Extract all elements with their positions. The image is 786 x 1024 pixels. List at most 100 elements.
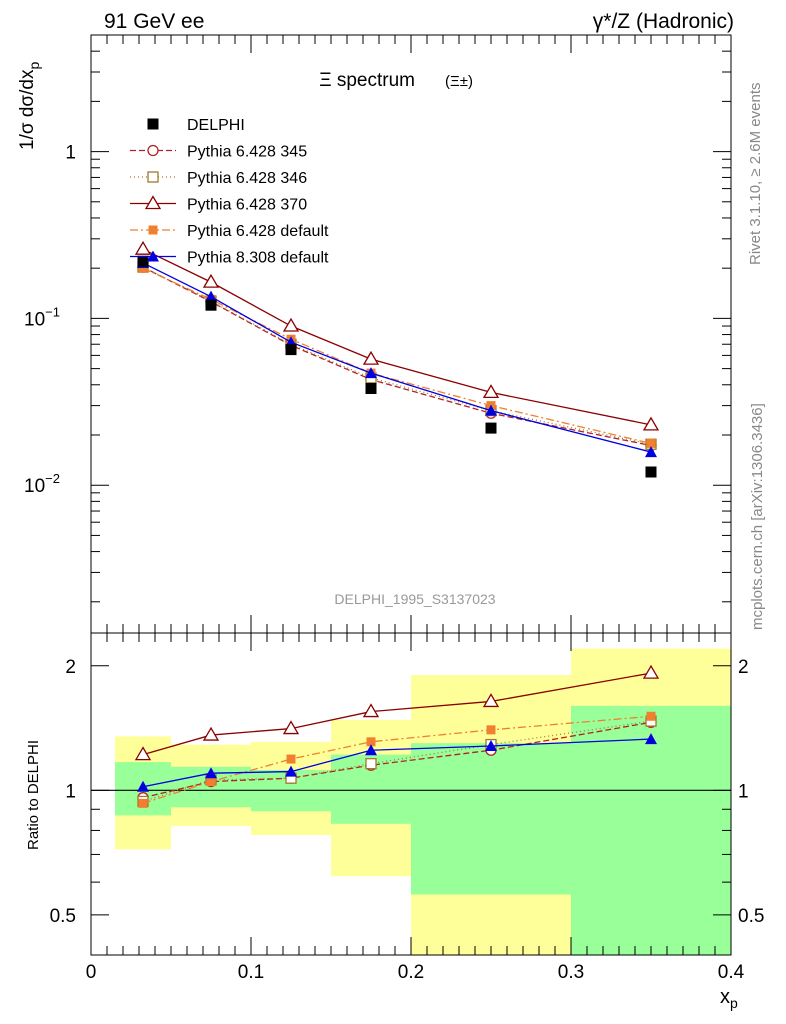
y-tick-label-base: 1: [65, 143, 76, 164]
ratio-tick-label-right: 1: [738, 781, 749, 802]
y-axis-label-main: 1/σ dσ/dx: [17, 69, 38, 150]
series-point: [485, 404, 497, 416]
ratio-y-axis-label: Ratio to DELPHI: [25, 740, 42, 850]
ratio-series-point: [362, 703, 380, 718]
ratio-tick-label-right: 0.5: [738, 906, 764, 927]
legend-marker: [147, 144, 159, 157]
ratio-ticks: 0.5 0.5 1 1 2 2: [50, 633, 764, 956]
x-axis-label: xp: [720, 986, 738, 1011]
x-axis: 0 0.1 0.2 0.3 0.4: [86, 962, 745, 983]
ratio-series-point: [645, 733, 657, 745]
legend-marker: [148, 225, 158, 235]
series-line: [142, 266, 652, 445]
main-series: [134, 240, 660, 478]
legend-marker: [147, 118, 159, 130]
series-point: [282, 317, 300, 332]
series-point: [482, 384, 500, 399]
data-point: [285, 344, 297, 356]
series-point: [645, 446, 657, 458]
ratio-series-point: [286, 754, 296, 764]
legend-label: Pythia 6.428 370: [187, 197, 307, 214]
chart-title-suffix: (Ξ±): [445, 73, 473, 90]
ratio-tick-label: 1: [65, 781, 76, 802]
y-axis-label-sub: p: [26, 62, 42, 70]
legend-label: DELPHI: [187, 117, 245, 134]
ratio-series-point: [137, 780, 149, 792]
header-right-label: γ*/Z (Hadronic): [593, 10, 734, 33]
ratio-series-line: [142, 720, 652, 803]
ratio-tick-label-right: 2: [738, 657, 749, 678]
data-point: [205, 299, 217, 311]
legend-label: Pythia 8.308 default: [187, 250, 329, 267]
ratio-series-point: [282, 720, 300, 735]
series-line: [142, 262, 652, 453]
y-tick-label-base: 10: [24, 309, 45, 330]
header-left-label: 91 GeV ee: [104, 10, 204, 33]
series-point: [362, 350, 380, 365]
ratio-series-line: [142, 721, 652, 799]
legend-marker: [147, 171, 159, 183]
ratio-series-point: [642, 664, 660, 679]
x-tick-label: 0.1: [238, 962, 264, 983]
ratio-series: [134, 664, 660, 808]
main-ticks: 110−110−2: [24, 34, 732, 633]
series-point: [646, 438, 656, 448]
x-tick-label: 0.2: [398, 962, 424, 983]
series-point: [205, 290, 217, 302]
ratio-band-inner: [571, 705, 731, 955]
mcplots-label: mcplots.cern.ch [arXiv:1306.3436]: [749, 403, 766, 630]
data-point: [365, 382, 377, 394]
y-tick-label-exp: −2: [45, 471, 60, 486]
data-point: [485, 422, 497, 434]
legend-label: Pythia 6.428 345: [187, 144, 307, 161]
ratio-series-point: [285, 765, 297, 777]
legend-label: Pythia 6.428 default: [187, 223, 329, 240]
ratio-series-point: [205, 767, 217, 779]
ratio-series-point: [482, 693, 500, 708]
y-tick-label-exp: −1: [45, 304, 60, 319]
ratio-series-point: [138, 798, 148, 808]
y-tick-label-base: 10: [24, 476, 45, 497]
data-point: [137, 255, 149, 267]
ratio-series-point: [485, 739, 497, 751]
series-point: [202, 273, 220, 288]
ratio-series-point: [206, 777, 216, 787]
series-point: [365, 367, 377, 379]
legend-marker: [147, 250, 159, 262]
legend: DELPHI Pythia 6.428 345 Pythia 6.428 346 Py…: [130, 117, 329, 267]
main-plot: 110−110−2 Ξ spectrum (Ξ±) DELPHI_1995_S3…: [17, 34, 732, 634]
ratio-band-inner: [411, 743, 571, 895]
ratio-series-point: [202, 726, 220, 741]
y-tick-label: 10−1: [24, 304, 60, 330]
series-point: [138, 263, 148, 273]
x-axis-label-main: x: [720, 986, 730, 1008]
ratio-series-point: [486, 725, 496, 735]
ratio-series-point: [365, 758, 377, 770]
series-point: [134, 240, 152, 255]
ratio-tick-label: 0.5: [50, 906, 76, 927]
x-tick-label: 0.4: [718, 962, 745, 983]
data-point: [645, 466, 657, 478]
ratio-series-line: [142, 738, 652, 788]
x-axis-label-sub: p: [730, 995, 738, 1011]
y-axis-label: 1/σ dσ/dxp: [17, 62, 42, 151]
ratio-series-point: [365, 744, 377, 756]
x-tick-label: 0.3: [558, 962, 584, 983]
series-line: [142, 267, 652, 445]
x-tick-label: 0: [86, 962, 97, 983]
y-tick-label: 10−2: [24, 471, 60, 497]
legend-label: Pythia 6.428 346: [187, 170, 307, 187]
ratio-plot: 0.5 0.5 1 1 2 2 Ratio to DELPHI: [25, 632, 764, 956]
ratio-series-line: [142, 715, 652, 804]
ratio-series-line: [142, 672, 652, 756]
chart-title: Ξ spectrum: [319, 70, 415, 91]
ratio-series-point: [366, 737, 376, 747]
ratio-series-point: [134, 746, 152, 761]
series-point: [642, 416, 660, 431]
series-line: [142, 266, 652, 447]
rivet-version-label: Rivet 3.1.10, ≥ 2.6M events: [747, 83, 764, 266]
series-line: [142, 248, 652, 426]
ratio-tick-label: 2: [65, 657, 76, 678]
y-tick-label: 1: [65, 143, 76, 164]
